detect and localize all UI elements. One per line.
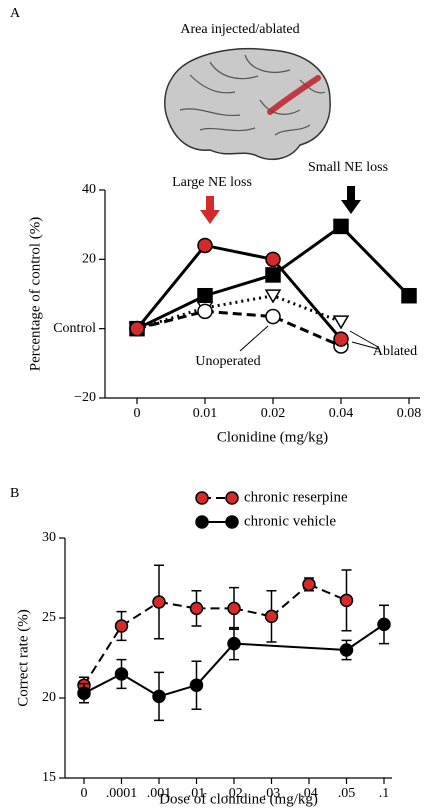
y-tick-label: 15 <box>42 770 56 785</box>
data-point <box>333 331 349 347</box>
x-tick-label: 0.02 <box>261 406 286 421</box>
x-tick-label: 0 <box>134 406 141 421</box>
data-point <box>264 289 282 304</box>
panel-label: B <box>10 486 19 501</box>
data-point <box>152 595 166 609</box>
series-segment <box>270 583 310 618</box>
annotation: Unoperated <box>195 354 260 369</box>
annotation: Large NE loss <box>172 175 252 190</box>
series-segment <box>195 642 235 686</box>
legend-label: chronic vehicle <box>244 513 336 529</box>
annotation: Ablated <box>373 344 417 359</box>
y-tick-label: 20 <box>42 690 56 705</box>
x-tick-label: 0.08 <box>397 406 422 421</box>
data-point <box>401 287 417 304</box>
arrows <box>200 186 379 352</box>
series-segment <box>83 673 122 695</box>
y-axis-label: Percentage of control (%) <box>27 217 43 372</box>
x-tick-label: .02 <box>225 786 243 801</box>
panel-label: A <box>10 6 21 21</box>
data-point <box>339 643 354 657</box>
data-point <box>197 237 213 254</box>
data-point <box>377 617 391 632</box>
data-point <box>227 601 241 616</box>
series-segment <box>120 673 160 698</box>
x-axis-label: Dose of clonidine (mg/kg) <box>159 791 318 807</box>
data-point <box>197 287 213 304</box>
x-tick-label: .05 <box>338 786 356 801</box>
y-tick-label: 20 <box>82 252 96 267</box>
y-tick-label: 40 <box>82 182 96 197</box>
x-axis-label: Clonidine (mg/kg) <box>217 429 328 445</box>
y-tick-label: 25 <box>42 610 56 625</box>
data-point <box>77 686 91 700</box>
legend-marker <box>195 515 209 529</box>
legend-label: chronic reserpine <box>244 489 348 505</box>
data-point <box>264 609 279 624</box>
legend-marker <box>225 491 239 505</box>
data-point <box>189 678 204 692</box>
x-tick-label: .04 <box>300 786 318 801</box>
data-point <box>114 619 129 633</box>
y-axis-label: Correct rate (%) <box>15 609 31 706</box>
data-point <box>265 267 281 283</box>
data-point <box>332 315 350 330</box>
data-point <box>265 308 281 325</box>
data-point <box>114 667 129 681</box>
series-segment <box>308 583 347 602</box>
data-point <box>152 689 166 704</box>
brain-illustration <box>164 47 331 161</box>
legend-marker <box>195 491 209 505</box>
x-tick-label: 0.04 <box>329 406 354 421</box>
x-tick-label: 0.01 <box>193 406 218 421</box>
data-point <box>265 251 281 268</box>
x-tick-label: .001 <box>147 786 172 801</box>
series-line <box>135 243 343 341</box>
series-segment <box>83 625 123 686</box>
data-point <box>129 320 145 337</box>
data-point <box>227 636 241 651</box>
series-line <box>136 309 342 348</box>
data-point <box>339 593 354 608</box>
data-point <box>197 303 213 320</box>
data-point <box>302 577 316 592</box>
x-tick-label: .1 <box>379 786 390 801</box>
legend-marker <box>225 515 239 529</box>
annotation: Small NE loss <box>308 160 388 175</box>
y-tick-label: −20 <box>74 390 96 405</box>
x-tick-label: .03 <box>263 786 281 801</box>
illustration-title: Area injected/ablated <box>180 22 299 37</box>
y-tick-label: Control <box>53 321 96 336</box>
x-tick-label: .01 <box>188 786 206 801</box>
data-point <box>333 218 349 235</box>
series-segment <box>233 642 347 651</box>
x-tick-label: .0001 <box>106 786 138 801</box>
y-tick-label: 30 <box>42 530 56 545</box>
series-segment <box>345 623 385 651</box>
x-tick-label: 0 <box>81 786 88 801</box>
data-point <box>189 601 204 616</box>
series-segment <box>120 601 160 627</box>
